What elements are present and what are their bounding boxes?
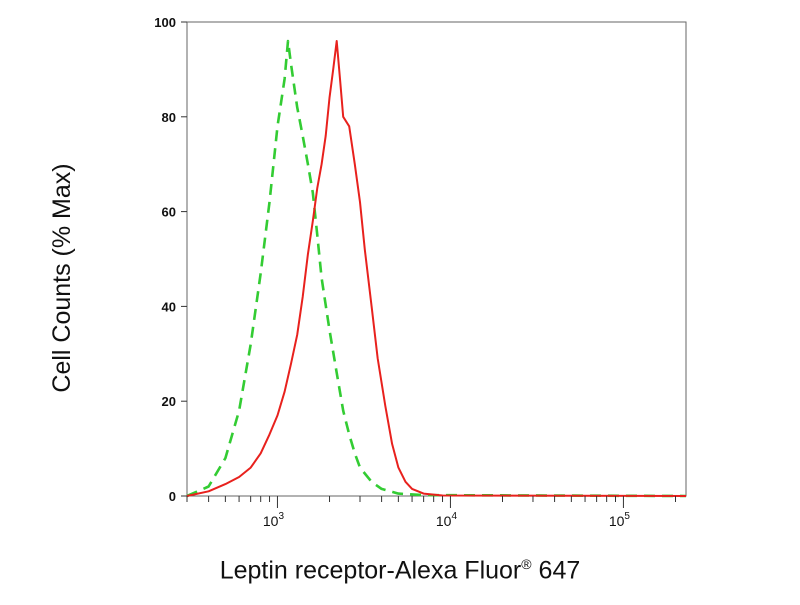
plot-area <box>186 21 687 497</box>
x-tick-label-exponent: 5 <box>624 511 630 522</box>
y-tick-label: 80 <box>162 110 176 125</box>
x-tick-label: 105 <box>609 511 631 529</box>
plot-frame <box>186 21 687 497</box>
x-tick-label-exponent: 3 <box>278 511 284 522</box>
series-layer <box>186 39 687 498</box>
series-line-0 <box>186 39 687 498</box>
x-axis-label-registered-mark: ® <box>521 556 532 572</box>
x-tick-label-base: 10 <box>436 513 452 529</box>
x-tick-label-base: 10 <box>263 513 279 529</box>
y-tick-label: 100 <box>154 15 176 30</box>
y-tick-label: 40 <box>162 299 176 314</box>
series-line-1 <box>186 40 687 497</box>
x-axis-label: Leptin receptor-Alexa Fluor® 647 <box>0 556 800 585</box>
x-axis-label-text: Leptin receptor-Alexa Fluor <box>219 556 522 585</box>
y-axis-label-wrap: Cell Counts (% Max) <box>48 163 76 392</box>
y-tick-label: 20 <box>162 394 176 409</box>
x-tick-label: 104 <box>436 511 458 529</box>
x-tick-label-base: 10 <box>609 513 625 529</box>
x-tick-label: 103 <box>263 511 285 529</box>
x-axis-label-suffix: 647 <box>531 556 581 585</box>
y-axis-label: Cell Counts (% Max) <box>48 163 76 392</box>
y-tick-label: 60 <box>162 205 176 220</box>
y-tick-label: 0 <box>169 489 176 504</box>
x-tick-label-exponent: 4 <box>451 511 457 522</box>
